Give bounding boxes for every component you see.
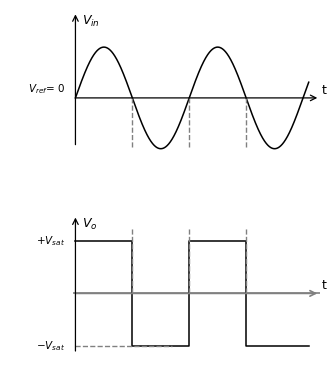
Text: t: t bbox=[321, 280, 326, 292]
Text: $V_{in}$: $V_{in}$ bbox=[82, 14, 100, 29]
Text: $-V_{sat}$: $-V_{sat}$ bbox=[36, 339, 65, 353]
Text: $V_{ref}$= 0: $V_{ref}$= 0 bbox=[28, 82, 65, 96]
Text: t: t bbox=[321, 84, 326, 97]
Text: $+V_{sat}$: $+V_{sat}$ bbox=[36, 234, 65, 248]
Text: $V_o$: $V_o$ bbox=[82, 218, 98, 233]
